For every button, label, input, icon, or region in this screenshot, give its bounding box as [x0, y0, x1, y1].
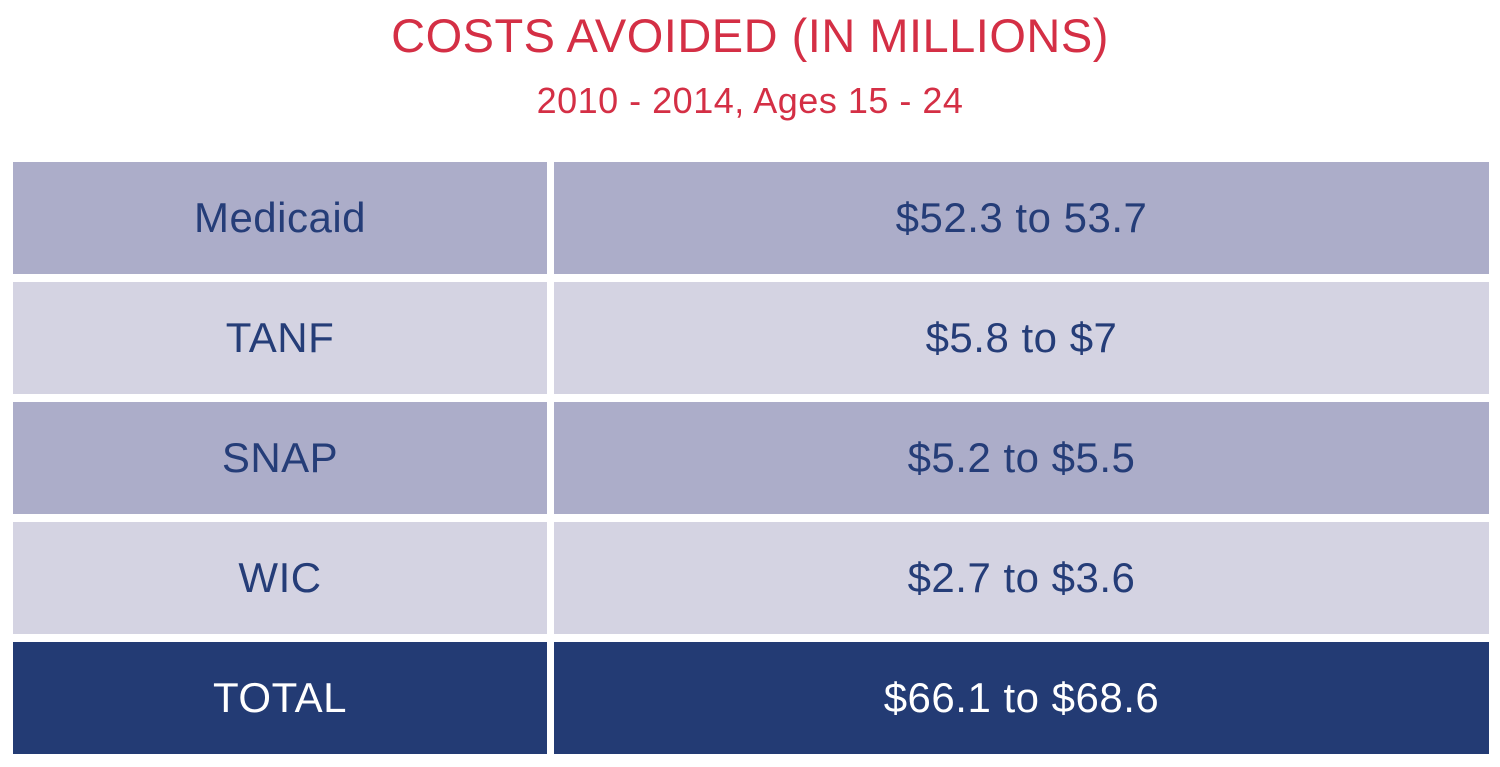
row-label: SNAP	[13, 402, 547, 514]
row-label: WIC	[13, 522, 547, 634]
chart-title: COSTS AVOIDED (IN MILLIONS)	[391, 9, 1109, 62]
row-value: $52.3 to 53.7	[554, 162, 1489, 274]
table-row: WIC $2.7 to $3.6	[13, 522, 1489, 634]
row-label: Medicaid	[13, 162, 547, 274]
table-row: TANF $5.8 to $7	[13, 282, 1489, 394]
row-label: TOTAL	[13, 642, 547, 754]
row-label: TANF	[13, 282, 547, 394]
row-value: $66.1 to $68.6	[554, 642, 1489, 754]
row-value: $5.8 to $7	[554, 282, 1489, 394]
table-row: Medicaid $52.3 to 53.7	[13, 162, 1489, 274]
table-row: TOTAL $66.1 to $68.6	[13, 642, 1489, 754]
chart-subtitle: 2010 - 2014, Ages 15 - 24	[536, 80, 964, 121]
row-value: $2.7 to $3.6	[554, 522, 1489, 634]
row-value: $5.2 to $5.5	[554, 402, 1489, 514]
table-row: SNAP $5.2 to $5.5	[13, 402, 1489, 514]
